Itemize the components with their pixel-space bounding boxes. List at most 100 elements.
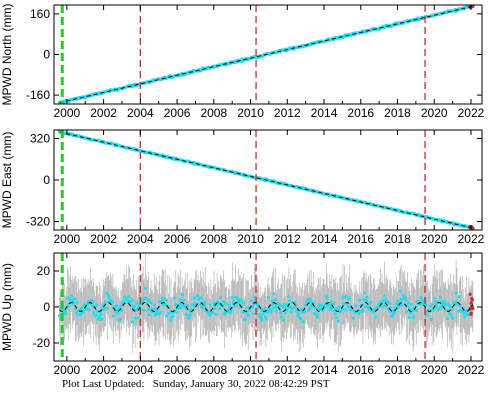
observation-point — [432, 307, 436, 312]
observation-point — [217, 306, 222, 311]
observation-point — [309, 300, 313, 304]
observation-point — [260, 318, 264, 323]
observation-point — [143, 286, 148, 291]
recent-point — [470, 298, 474, 302]
x-tick-label: 2014 — [311, 106, 338, 120]
observation-point — [227, 303, 231, 307]
observation-point — [311, 305, 315, 309]
observation-point — [217, 301, 221, 305]
observation-point — [230, 295, 234, 299]
observation-point — [65, 296, 70, 300]
observation-point — [457, 295, 461, 299]
x-tick-label: 2018 — [384, 363, 411, 377]
observation-point — [154, 312, 158, 316]
x-tick-label: 2014 — [311, 363, 338, 377]
observation-point — [214, 312, 218, 316]
plot-area — [57, 5, 475, 104]
observation-point — [274, 309, 278, 313]
x-tick-label: 2022 — [458, 363, 485, 377]
y-tick-label: 160 — [30, 7, 50, 21]
observation-point — [146, 308, 150, 312]
observation-point — [280, 315, 284, 319]
observation-point — [405, 310, 409, 314]
observation-point — [371, 310, 375, 314]
observation-point — [122, 299, 126, 303]
observation-point — [367, 308, 371, 312]
observation-point — [243, 318, 247, 322]
x-tick-label: 2018 — [384, 232, 411, 246]
observation-point — [268, 310, 273, 315]
observation-point — [307, 297, 312, 301]
observation-point — [275, 305, 279, 309]
observation-point — [339, 309, 343, 314]
observation-point — [343, 308, 347, 312]
y-tick-label: 320 — [30, 131, 50, 145]
observation-point — [295, 309, 299, 313]
observation-point — [218, 295, 222, 300]
footer-timestamp: Sunday, January 30, 2022 08:42:29 PST — [152, 378, 330, 390]
observation-point — [362, 291, 367, 295]
x-tick-label: 2002 — [90, 363, 117, 377]
observation-point — [178, 302, 182, 306]
observation-point — [272, 292, 276, 296]
observation-point — [174, 302, 178, 307]
recent-point — [469, 311, 473, 315]
observation-point — [105, 307, 109, 311]
plot-area — [57, 130, 475, 230]
observation-point — [382, 298, 386, 302]
x-tick-label: 2000 — [54, 106, 81, 120]
observation-point — [99, 312, 103, 316]
observation-point — [208, 313, 212, 317]
observation-point — [64, 312, 68, 316]
observation-point — [95, 303, 99, 307]
observation-point — [165, 314, 169, 318]
x-tick-label: 2016 — [347, 232, 374, 246]
observation-point — [365, 295, 369, 299]
observation-point — [386, 300, 390, 304]
observation-point — [179, 306, 183, 310]
observation-point — [282, 305, 286, 309]
x-tick-label: 2014 — [311, 232, 338, 246]
observation-point — [288, 299, 292, 303]
y-tick-label: 0 — [43, 48, 50, 62]
observation-point — [174, 310, 179, 314]
observation-point — [115, 304, 119, 308]
y-axis-label: MPWD Up (mm) — [0, 263, 14, 351]
observation-point — [351, 316, 355, 320]
observation-point — [180, 293, 184, 297]
observation-point — [210, 311, 215, 315]
observation-point — [120, 308, 124, 313]
observation-point — [319, 303, 324, 307]
observation-point — [249, 299, 254, 303]
observation-point — [163, 303, 168, 307]
y-tick-label: 20 — [37, 264, 51, 278]
x-tick-label: 2012 — [274, 363, 301, 377]
observation-point — [224, 302, 228, 306]
observation-point — [271, 302, 275, 307]
observation-point — [132, 304, 136, 308]
observation-point — [342, 302, 346, 306]
observation-point — [388, 301, 392, 305]
x-tick-label: 2012 — [274, 106, 301, 120]
recent-point — [469, 301, 473, 305]
observation-point — [269, 308, 273, 312]
observation-point — [199, 296, 203, 300]
observation-point — [239, 298, 243, 302]
observation-point — [221, 300, 226, 304]
observation-point — [186, 304, 190, 308]
recent-points — [468, 292, 475, 316]
observation-point — [337, 305, 341, 309]
observation-point — [178, 298, 183, 302]
x-tick-label: 2016 — [347, 363, 374, 377]
y-axis-label: MPWD North (mm) — [0, 4, 14, 106]
observation-point — [403, 295, 407, 299]
observation-point — [133, 316, 137, 320]
x-tick-label: 2006 — [164, 363, 191, 377]
observation-point — [96, 309, 100, 314]
observation-point — [237, 300, 242, 304]
observation-point — [74, 310, 78, 314]
observation-point — [389, 306, 393, 310]
observation-point — [188, 313, 192, 317]
observation-point — [308, 305, 312, 309]
observation-points — [57, 286, 475, 324]
